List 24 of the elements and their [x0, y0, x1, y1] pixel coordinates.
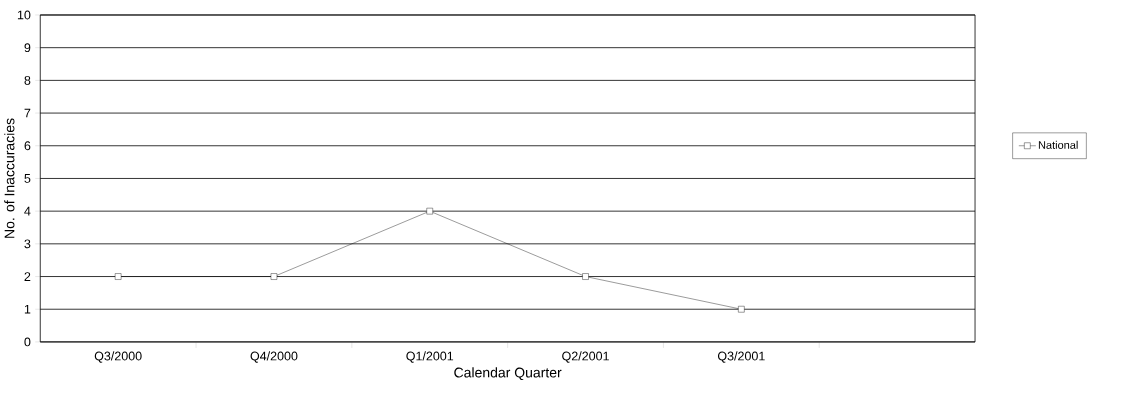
point [738, 306, 745, 313]
y-tick-label: 9 [24, 43, 31, 53]
y-tick-label: 6 [24, 141, 31, 151]
y-tick-label: 4 [24, 206, 31, 216]
x-tick-label: Q2/2001 [562, 351, 609, 363]
x-tick-label: Q1/2001 [406, 351, 454, 363]
y-tick-label: 3 [24, 239, 31, 249]
x-tick-label: Q3/2000 [94, 351, 142, 363]
y-tick-label: 2 [24, 272, 31, 281]
x-tick-label: Q3/2001 [717, 351, 765, 363]
point [426, 208, 433, 215]
legend-label: National [1038, 140, 1078, 149]
point [582, 273, 589, 280]
x-axis-title: Calendar Quarter [454, 367, 562, 381]
y-tick-label: 10 [17, 10, 31, 20]
point [114, 273, 122, 280]
y-tick-label: 1 [24, 304, 31, 314]
x-tick-label: Q4/2000 [250, 351, 298, 363]
y-tick-label: 7 [24, 108, 31, 118]
y-tick-label: 5 [24, 174, 31, 183]
y-tick-label: 0 [24, 337, 31, 347]
y-axis-title: No. of Inaccuracies [4, 118, 15, 238]
point [270, 273, 278, 280]
y-tick-label: 8 [24, 75, 31, 85]
